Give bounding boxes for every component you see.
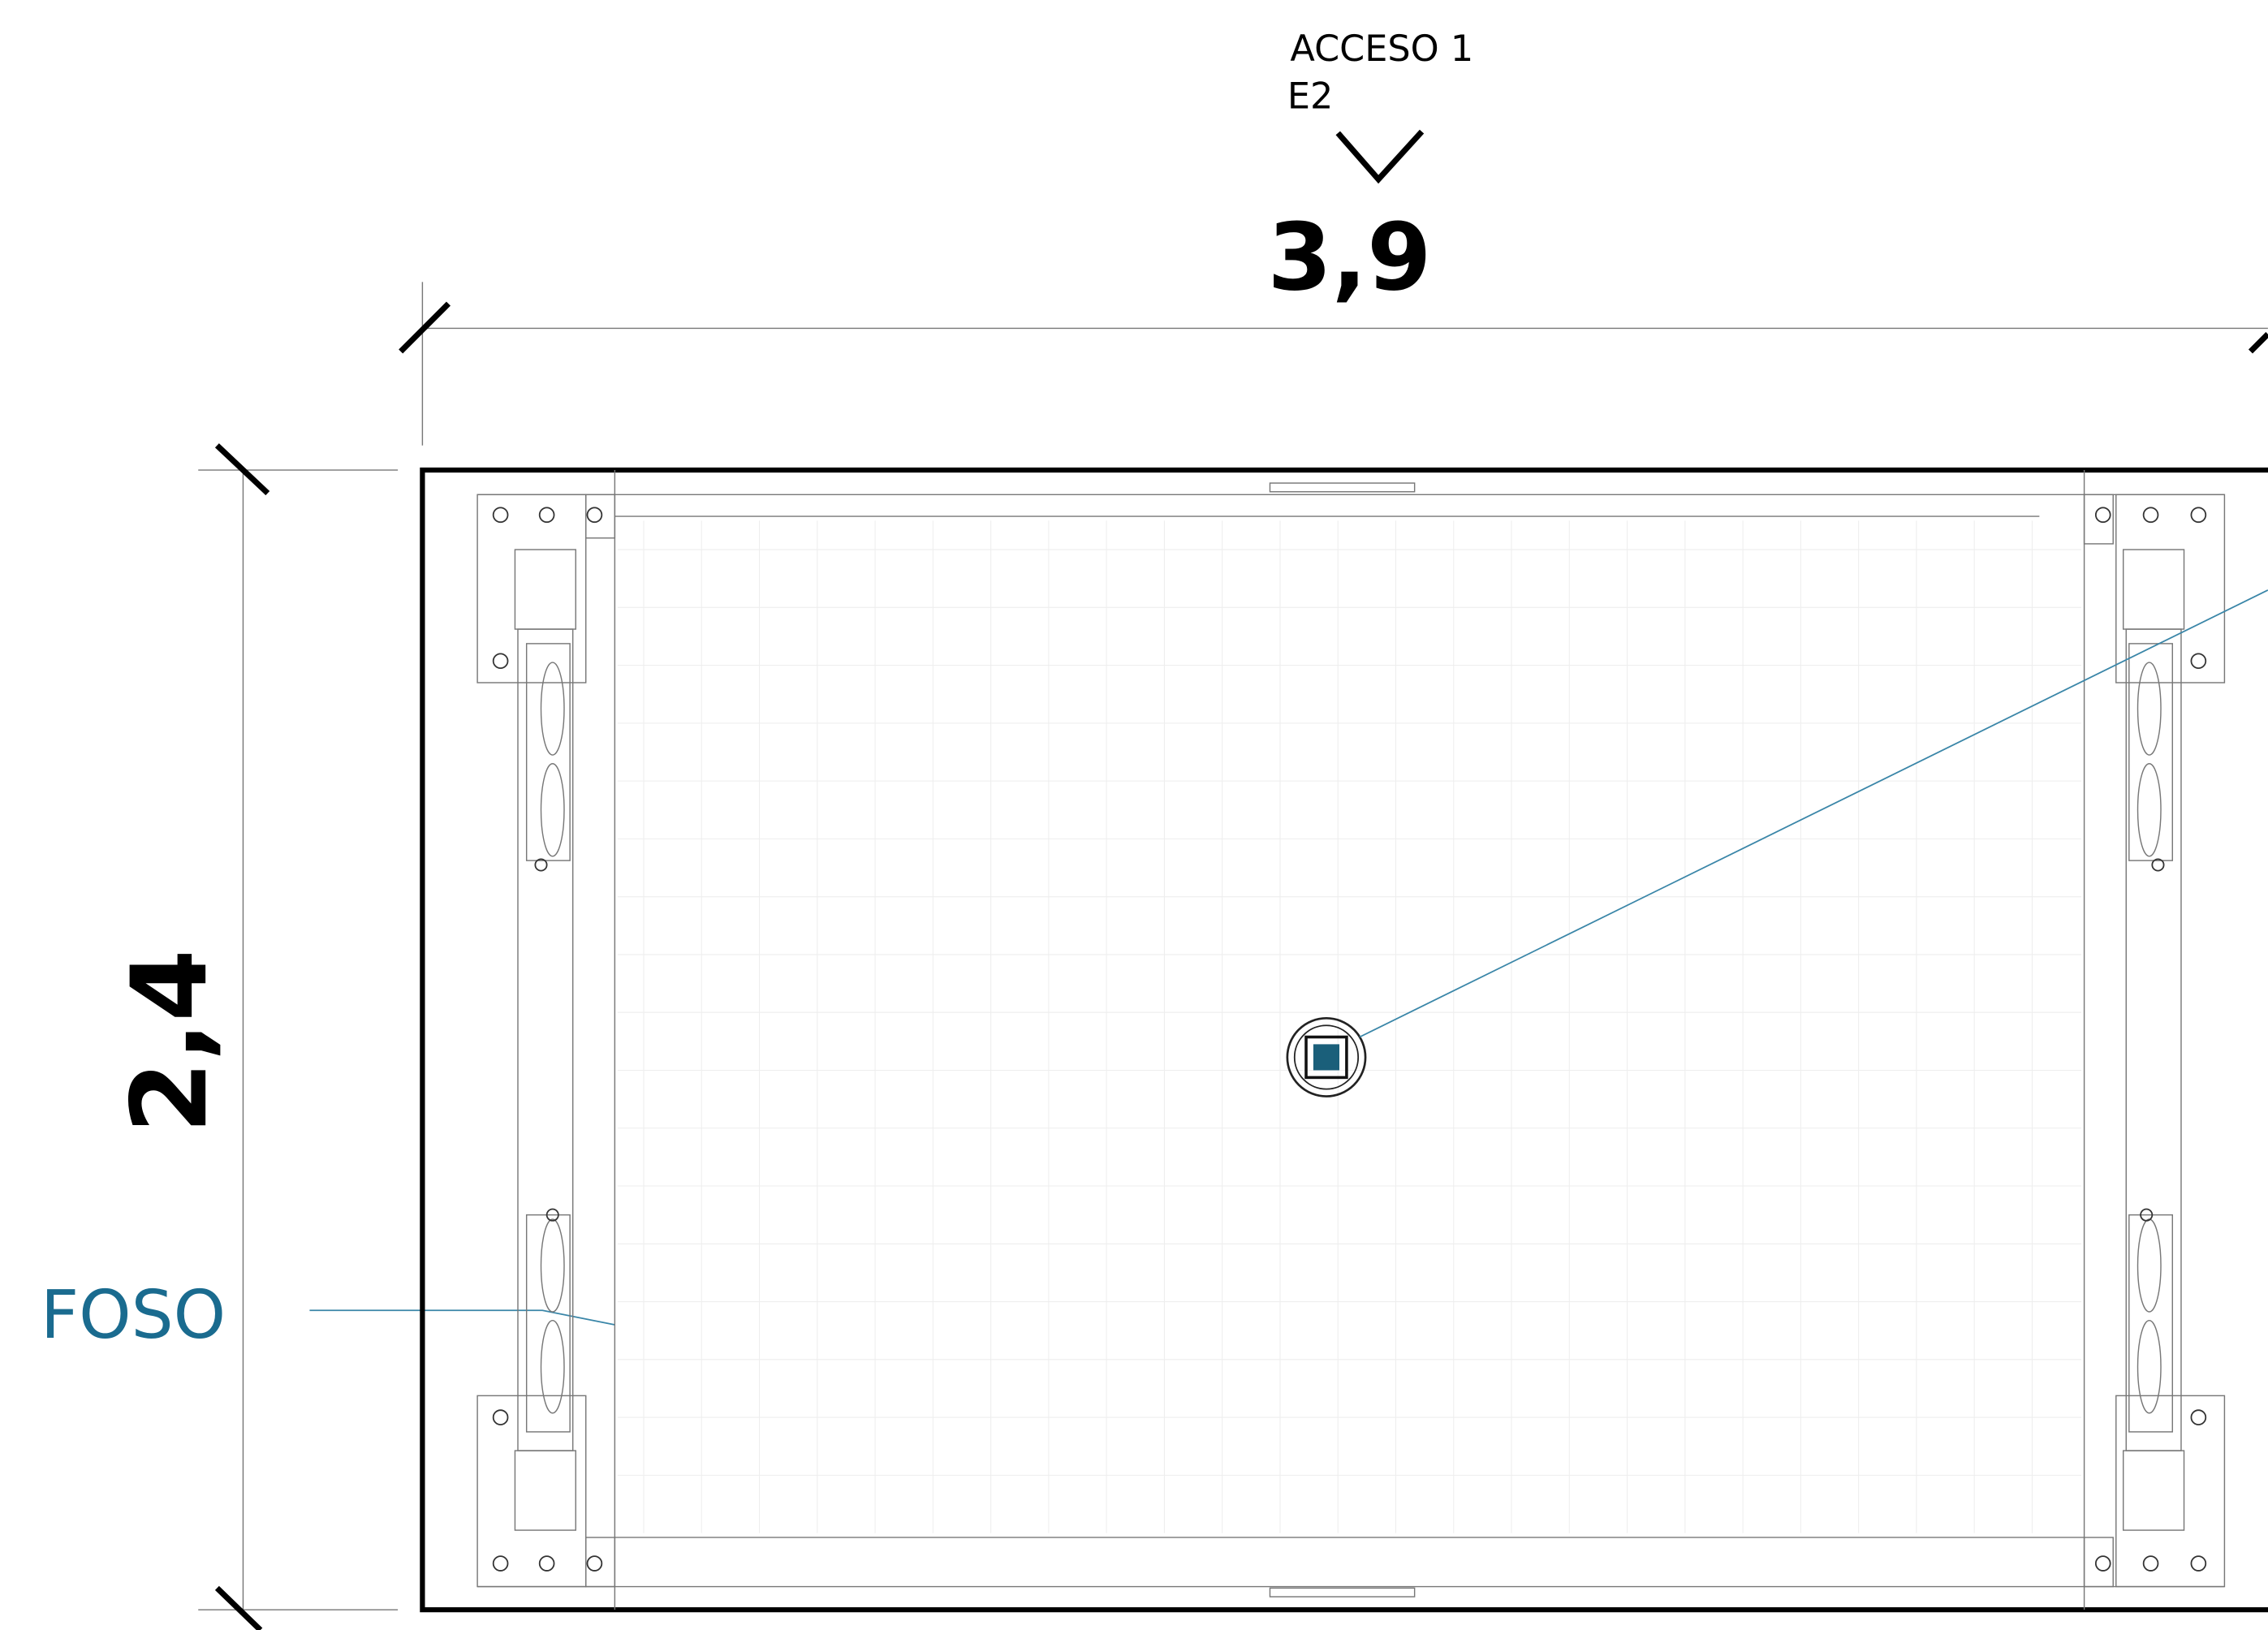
access-arrow bbox=[1335, 129, 1425, 184]
cabin-frame bbox=[477, 470, 2225, 1611]
access-label: ACCESO 1 bbox=[1290, 28, 1473, 70]
height-dimension-line bbox=[198, 443, 399, 1630]
right-guide-rail bbox=[2083, 494, 2226, 1588]
pit-outline bbox=[420, 467, 2268, 1613]
height-dimension: 2,4 bbox=[110, 949, 231, 1133]
sensor-leader bbox=[1359, 589, 2268, 1038]
width-dimension-line bbox=[399, 282, 2268, 446]
left-guide-rail bbox=[476, 494, 616, 1588]
pit-leader bbox=[309, 1309, 615, 1326]
center-sensor bbox=[1286, 1016, 1367, 1097]
level-label: E2 bbox=[1287, 75, 1333, 118]
width-dimension: 3,9 bbox=[1267, 203, 1431, 311]
pit-label: FOSO bbox=[41, 1277, 226, 1354]
